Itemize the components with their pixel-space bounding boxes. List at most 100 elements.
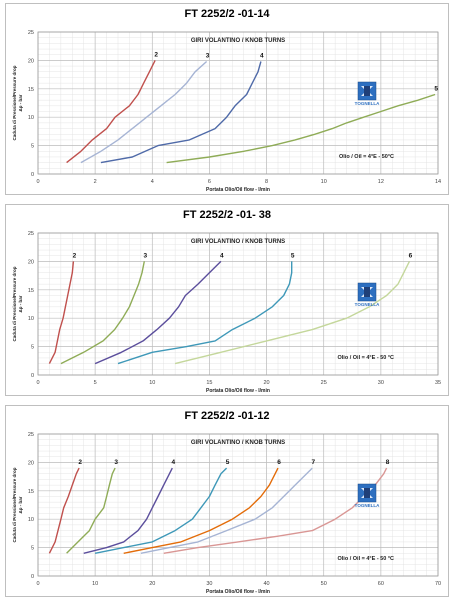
series-line bbox=[80, 60, 208, 164]
series-label: 4 bbox=[260, 53, 264, 60]
x-axis-label: Portata Olio/Oil flow - l/min bbox=[206, 589, 270, 595]
y-axis-label: Caduta di Pressione/Pressure drop bbox=[12, 467, 17, 542]
x-tick-label: 15 bbox=[206, 380, 212, 386]
y-axis-label: Δp - bar bbox=[18, 295, 23, 312]
x-tick-label: 10 bbox=[92, 581, 98, 587]
x-tick-label: 35 bbox=[435, 380, 441, 386]
series-label: 2 bbox=[73, 252, 77, 259]
series-line bbox=[83, 467, 173, 554]
series-line bbox=[117, 261, 293, 365]
chart-subtitle: GIRI VOLANTINO / KNOB TURNS bbox=[191, 440, 285, 446]
series-label: 2 bbox=[78, 459, 82, 466]
series-label: 6 bbox=[409, 252, 413, 259]
series-label: 7 bbox=[311, 459, 315, 466]
x-tick-label: 20 bbox=[149, 581, 155, 587]
series-label: 4 bbox=[220, 252, 224, 259]
y-tick-label: 15 bbox=[28, 288, 34, 294]
x-axis-label: Portata Olio/Oil flow - l/min bbox=[206, 388, 270, 394]
x-tick-label: 12 bbox=[378, 179, 384, 185]
series-label: 5 bbox=[434, 85, 438, 92]
chart-subtitle: GIRI VOLANTINO / KNOB TURNS bbox=[191, 239, 285, 245]
series-label: 6 bbox=[277, 459, 281, 466]
y-axis-label: Δp - bar bbox=[18, 94, 23, 111]
series-line bbox=[66, 467, 116, 554]
y-tick-label: 15 bbox=[28, 87, 34, 93]
x-tick-label: 30 bbox=[206, 581, 212, 587]
series-label: 3 bbox=[114, 459, 118, 466]
x-tick-label: 10 bbox=[149, 380, 155, 386]
x-tick-label: 40 bbox=[264, 581, 270, 587]
tognella-logo-mark bbox=[364, 287, 370, 297]
x-tick-label: 8 bbox=[265, 179, 268, 185]
x-tick-label: 5 bbox=[94, 380, 97, 386]
series-label: 4 bbox=[171, 459, 175, 466]
series-line bbox=[94, 260, 222, 365]
x-tick-label: 14 bbox=[435, 179, 441, 185]
series-line bbox=[163, 467, 388, 554]
x-axis-label: Portata Olio/Oil flow - l/min bbox=[206, 187, 270, 193]
x-tick-label: 25 bbox=[321, 380, 327, 386]
y-tick-label: 10 bbox=[28, 115, 34, 121]
x-tick-label: 20 bbox=[264, 380, 270, 386]
x-tick-label: 6 bbox=[208, 179, 211, 185]
series-label: 3 bbox=[206, 53, 210, 60]
x-tick-label: 0 bbox=[36, 380, 39, 386]
tognella-logo-mark bbox=[364, 86, 370, 96]
y-tick-label: 0 bbox=[31, 373, 34, 379]
series-label: 5 bbox=[291, 252, 295, 259]
x-tick-label: 4 bbox=[151, 179, 154, 185]
y-tick-label: 25 bbox=[28, 231, 34, 237]
chart-panel: FT 2252/2 -01-12 0 10 20 30 40 50 60 70 0 5 10 15 20… bbox=[5, 405, 449, 597]
y-tick-label: 5 bbox=[31, 144, 34, 150]
series-line bbox=[94, 467, 228, 554]
chart-subtitle: GIRI VOLANTINO / KNOB TURNS bbox=[191, 38, 285, 44]
y-tick-label: 10 bbox=[28, 316, 34, 322]
y-tick-label: 10 bbox=[28, 517, 34, 523]
x-tick-label: 30 bbox=[378, 380, 384, 386]
y-axis-label: Caduta di Pressione/Pressure drop bbox=[12, 266, 17, 341]
x-tick-label: 70 bbox=[435, 581, 441, 587]
y-tick-label: 0 bbox=[31, 574, 34, 580]
tognella-logo-text: TOGNELLA bbox=[355, 101, 380, 106]
x-tick-label: 0 bbox=[36, 179, 39, 185]
series-label: 3 bbox=[143, 252, 147, 259]
x-tick-label: 0 bbox=[36, 581, 39, 587]
series-line bbox=[174, 261, 411, 365]
y-tick-label: 20 bbox=[28, 58, 34, 64]
plot-frame bbox=[37, 433, 439, 577]
y-tick-label: 0 bbox=[31, 172, 34, 178]
series-line bbox=[100, 61, 262, 164]
oil-annotation: Olio / Oil = 4°E - 50 °C bbox=[337, 355, 394, 361]
tognella-logo-text: TOGNELLA bbox=[355, 503, 380, 508]
y-tick-label: 5 bbox=[31, 546, 34, 552]
series-line bbox=[140, 467, 313, 554]
chart-title: FT 2252/2 -01-12 bbox=[184, 410, 270, 422]
tognella-logo-mark bbox=[364, 488, 370, 498]
plot-frame bbox=[37, 31, 439, 175]
y-axis-label: Δp - bar bbox=[18, 496, 23, 513]
x-tick-label: 60 bbox=[378, 581, 384, 587]
y-tick-label: 5 bbox=[31, 345, 34, 351]
series-label: 2 bbox=[154, 51, 158, 58]
oil-annotation: Olio / Oil = 4°E - 50°C bbox=[339, 154, 394, 160]
x-tick-label: 50 bbox=[321, 581, 327, 587]
y-tick-label: 25 bbox=[28, 432, 34, 438]
tognella-logo-text: TOGNELLA bbox=[355, 302, 380, 307]
y-tick-label: 20 bbox=[28, 460, 34, 466]
series-line bbox=[66, 60, 156, 164]
chart-panel: FT 2252/2 -01-14 0 2 4 6 8 10 12 14 0 5 10 15 20 25 Po… bbox=[5, 3, 449, 195]
y-tick-label: 15 bbox=[28, 489, 34, 495]
series-line bbox=[48, 467, 80, 554]
y-tick-label: 20 bbox=[28, 259, 34, 265]
series-line bbox=[60, 261, 145, 365]
oil-annotation: Olio / Oil = 4°E - 50 °C bbox=[337, 556, 394, 562]
series-line bbox=[123, 467, 279, 554]
y-tick-label: 25 bbox=[28, 30, 34, 36]
series-line bbox=[48, 261, 75, 364]
series-label: 5 bbox=[226, 459, 230, 466]
chart-title: FT 2252/2 -01-14 bbox=[184, 8, 270, 20]
series-label: 8 bbox=[386, 459, 390, 466]
